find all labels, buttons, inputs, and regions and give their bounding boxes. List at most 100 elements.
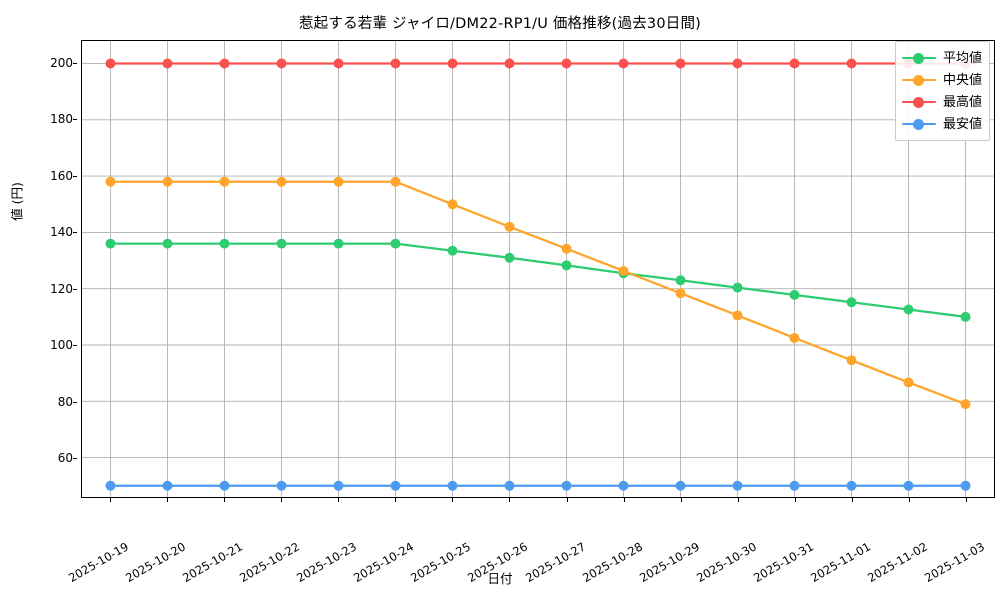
data-point [447,199,458,210]
x-tick-mark [852,498,854,502]
data-point [675,275,686,286]
y-tick-mark [73,232,77,234]
data-point [447,480,458,491]
data-point [618,265,629,276]
y-tick-label: 100 [50,338,73,353]
data-point [390,238,401,249]
data-series-layer [105,58,971,491]
data-point [846,480,857,491]
data-point [162,480,173,491]
data-point [162,58,173,69]
data-point [675,58,686,69]
data-point [447,58,458,69]
chart-title: 惹起する若輩 ジャイロ/DM22-RP1/U 価格推移(過去30日間) [298,16,702,32]
data-point [504,480,515,491]
legend-label: 最高値 [942,94,982,110]
data-point [219,238,230,249]
legend-swatch-icon [901,74,936,86]
data-point [789,480,800,491]
data-point [960,480,971,491]
x-tick-mark [737,498,739,502]
y-tick-mark [73,175,77,177]
series-line-0 [109,242,967,318]
data-point [276,238,287,249]
x-tick-mark [909,498,911,502]
data-point [105,176,116,187]
data-point [618,58,629,69]
y-tick-label: 140 [50,225,73,240]
data-point [219,58,230,69]
data-point [276,480,287,491]
x-axis-ticks: 2025-10-19 2025-10-20 2025-10-21 2025-10-22… [66,498,995,598]
data-point [903,304,914,315]
legend-item-0[interactable]: 平均値 [901,47,982,69]
plot-area [81,40,995,498]
x-tick-mark [109,498,111,502]
data-point [105,58,116,69]
data-point [561,243,572,254]
data-point [333,238,344,249]
data-point [504,252,515,263]
x-tick-mark [795,498,797,502]
data-point [789,289,800,300]
data-point [162,176,173,187]
y-tick-label: 60 [57,451,73,466]
x-tick-mark [509,498,511,502]
data-point [504,58,515,69]
data-point [390,58,401,69]
data-point [846,297,857,308]
data-point [390,176,401,187]
data-point [390,480,401,491]
x-tick-mark [166,498,168,502]
data-point [561,58,572,69]
data-point [219,480,230,491]
data-point [618,480,629,491]
legend-item-3[interactable]: 最安値 [901,113,982,135]
x-tick-mark [338,498,340,502]
legend-item-2[interactable]: 最高値 [901,91,982,113]
data-point [846,355,857,366]
data-point [105,480,116,491]
data-point [675,480,686,491]
x-axis-label: 日付 [487,571,513,586]
data-point [789,332,800,343]
x-tick-mark [223,498,225,502]
x-tick-mark [680,498,682,502]
y-tick-mark [73,401,77,403]
x-tick-mark [966,498,968,502]
legend-label: 中央値 [942,72,982,88]
data-point [675,288,686,299]
data-point [162,238,173,249]
data-point [732,310,743,321]
chart-legend: 平均値中央値最高値最安値 [894,41,990,141]
data-point [960,311,971,322]
y-tick-label: 120 [50,281,73,296]
data-point [219,176,230,187]
x-tick-mark [280,498,282,502]
data-point [447,245,458,256]
y-axis-ticks: 60 80 100 120 140 160 180 200 [29,40,77,498]
legend-swatch-icon [901,96,936,108]
data-point [846,58,857,69]
x-tick-mark [566,498,568,502]
x-tick-mark [452,498,454,502]
data-point [561,260,572,271]
y-tick-mark [73,119,77,121]
data-point [732,480,743,491]
data-point [960,399,971,410]
y-tick-mark [73,62,77,64]
data-point [561,480,572,491]
data-point [903,377,914,388]
y-tick-mark [73,458,77,460]
y-tick-label: 160 [50,168,73,183]
y-tick-mark [73,288,77,290]
data-point [276,176,287,187]
legend-swatch-icon [901,52,936,64]
data-point [504,221,515,232]
legend-label: 最安値 [942,116,982,132]
data-point [732,58,743,69]
legend-item-1[interactable]: 中央値 [901,69,982,91]
y-tick-label: 180 [50,112,73,127]
data-point [333,58,344,69]
series-line-1 [109,180,967,406]
